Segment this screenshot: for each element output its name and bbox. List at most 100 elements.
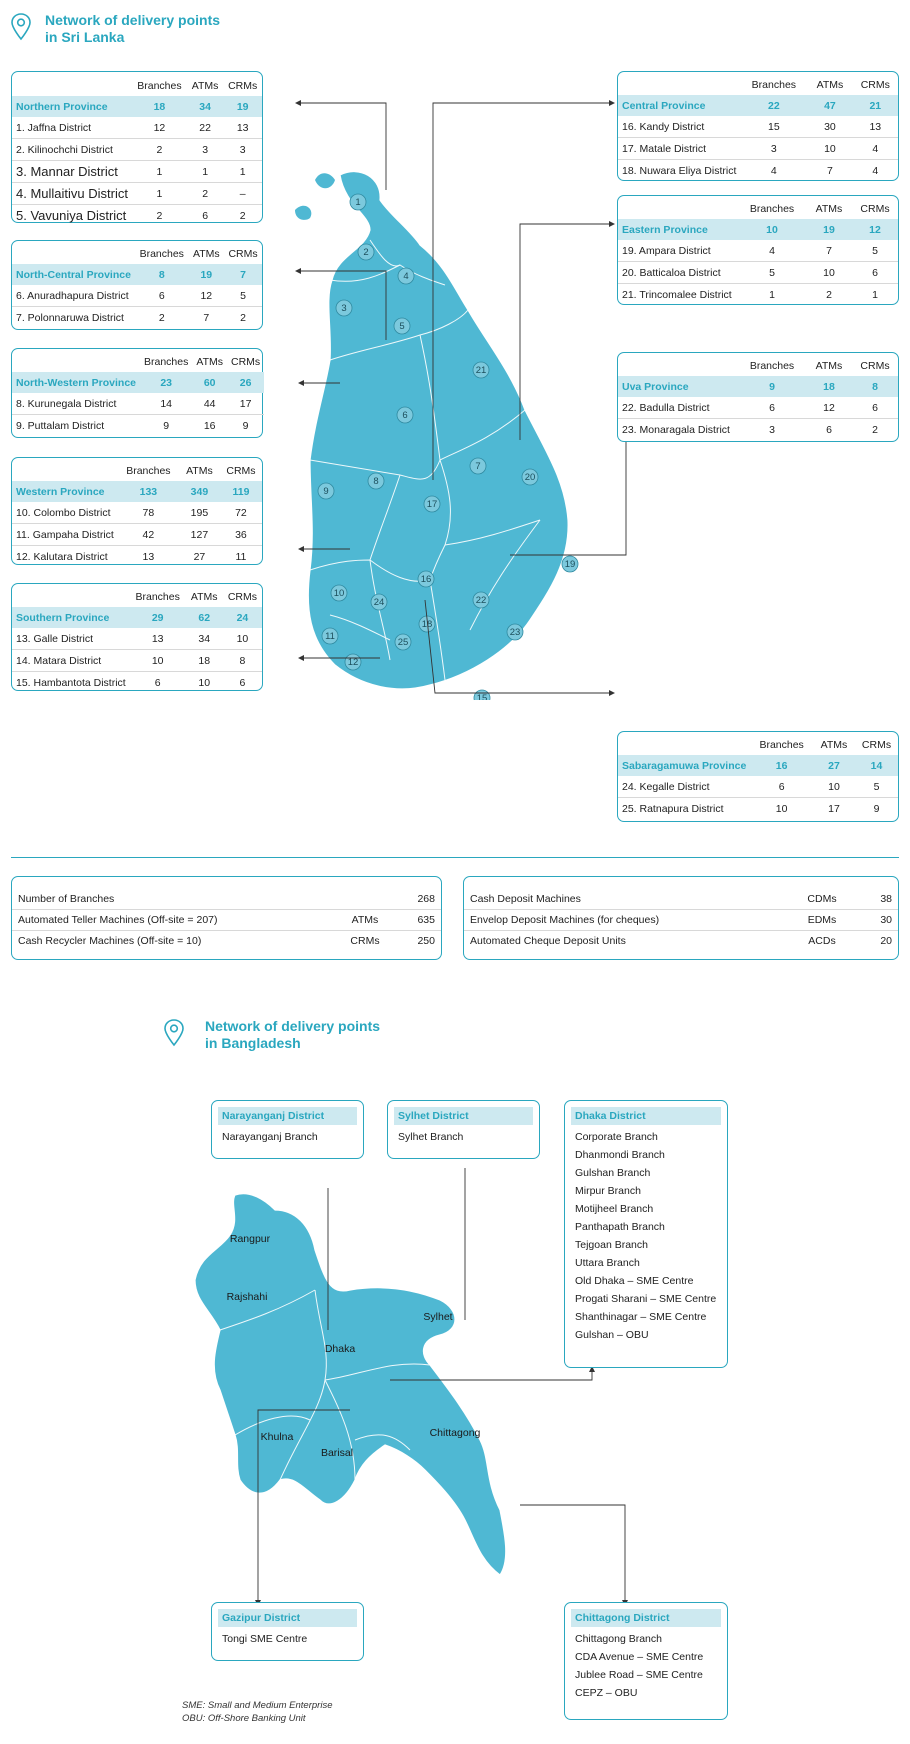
list-item: CEPZ – OBU (575, 1687, 638, 1699)
district-marker-24: 24 (370, 593, 388, 611)
connector-uva (510, 418, 627, 556)
province-box-western: Branches ATMs CRMs Western Province 133 349 1… (11, 457, 263, 565)
summary-row: Automated Teller Machines (Off-site = 20… (12, 910, 441, 931)
table-row: 8. Kurunegala District 14 44 17 (12, 393, 265, 415)
svg-text:18: 18 (422, 619, 433, 630)
arrowhead (298, 546, 304, 552)
region-label-dhaka: Dhaka (325, 1343, 356, 1355)
svg-text:16: 16 (421, 574, 432, 585)
connector-chittagong (520, 1504, 626, 1600)
list-item: Uttara Branch (575, 1257, 640, 1269)
list-item: Corporate Branch (575, 1131, 658, 1143)
table-row: 25. Ratnapura District 10 17 9 (622, 802, 880, 815)
list-item: CDA Avenue – SME Centre (575, 1651, 704, 1663)
district-marker-16: 16 (417, 570, 435, 588)
list-item: Progati Sharani – SME Centre (575, 1293, 717, 1305)
list-item: Chittagong Branch (575, 1633, 662, 1645)
connector-gazipur (257, 1409, 350, 1600)
summary-box-left: Number of Branches 268 Automated Teller M… (11, 876, 442, 960)
list-item: Sylhet Branch (398, 1131, 464, 1143)
connector-sabaragamuwa (424, 599, 609, 694)
svg-text:12: 12 (348, 657, 359, 668)
region-label-chittagong: Chittagong (430, 1427, 481, 1439)
svg-text:20: 20 (525, 472, 536, 483)
region-label-sylhet: Sylhet (423, 1311, 452, 1323)
region-label-barisal: Barisal (321, 1447, 353, 1459)
table-row: 4. Mullaitivu District 1 2– (12, 182, 262, 205)
svg-text:8: 8 (373, 476, 378, 487)
arrowhead (609, 690, 615, 696)
sri-lanka-title: Network of delivery points in Sri Lanka (45, 12, 221, 45)
connector-eastern (519, 223, 609, 440)
province-box-central: Branches ATMs CRMs Central Province 22 47 21 … (617, 71, 899, 181)
region-label-rajshahi: Rajshahi (227, 1291, 268, 1303)
table-row: 9. Puttalam District 9 16 9 (16, 419, 249, 432)
province-box-sabaragamuwa: Branches ATMs CRMs Sabaragamuwa Province 16… (617, 731, 899, 822)
divider (11, 857, 899, 858)
district-marker-18: 18 (418, 615, 436, 633)
arrowhead (295, 100, 301, 106)
connector-central (432, 102, 609, 480)
svg-text:4: 4 (403, 271, 408, 282)
table-row: 10. Colombo District 78 195 72 (12, 502, 262, 524)
list-item: Tejgoan Branch (575, 1239, 648, 1251)
svg-text:11: 11 (325, 631, 335, 642)
arrowhead (609, 100, 615, 106)
list-item: Motijheel Branch (575, 1203, 654, 1215)
region-label-rangpur: Rangpur (230, 1233, 271, 1245)
svg-text:24: 24 (374, 597, 385, 608)
district-marker-11: 11 (321, 627, 339, 645)
district-marker-19: 19 (561, 555, 579, 573)
svg-text:19: 19 (565, 559, 576, 570)
svg-text:5: 5 (399, 321, 404, 332)
region-label-khulna: Khulna (261, 1431, 294, 1443)
division-borders (219, 1289, 431, 1481)
province-box-northwestern: Branches ATMs CRMs North-Western Province 2… (11, 348, 265, 438)
table-row: 22. Badulla District 6 12 6 (618, 397, 898, 419)
table-row: 20. Batticaloa District 5 10 6 (618, 261, 898, 284)
table-row: 3. Mannar District 1 1 1 (12, 160, 262, 183)
table-southern: Branches ATMs CRMs Southern Province 29 62 24… (12, 587, 262, 693)
svg-text:21: 21 (476, 365, 487, 376)
table-row: 23. Monaragala District 3 6 2 (622, 423, 878, 436)
bangladesh-title: Network of delivery points in Bangladesh (205, 1018, 381, 1051)
table-northcentral: Branches ATMs CRMs North-Central Province 8… (12, 244, 262, 328)
table-northern: Branches ATMs CRMs Northern Province 18 34 19… (12, 76, 262, 226)
table-eastern: Branches ATMs CRMs Eastern Province 10 19 12 … (618, 199, 898, 305)
list-item: Gulshan – OBU (575, 1329, 649, 1341)
district-number-markers: 1234567891011121314151617181920212223242… (317, 193, 579, 700)
province-box-southern: Branches ATMs CRMs Southern Province 29 62 24… (11, 583, 263, 691)
box-sylhet: Sylhet District Sylhet Branch (387, 1100, 540, 1159)
location-pin-icon (164, 1019, 184, 1047)
table-western: Branches ATMs CRMs Western Province 133 349 1… (12, 461, 262, 567)
arrowhead (609, 221, 615, 227)
arrowhead (295, 268, 301, 274)
sri-lanka-connectors (295, 100, 627, 696)
province-box-eastern: Branches ATMs CRMs Eastern Province 10 19 12 … (617, 195, 899, 305)
table-row: 1. Jaffna District 12 22 13 (12, 117, 262, 139)
summary-row: Cash Deposit Machines CDMs 38 (464, 889, 898, 910)
kilinochchi-islet (295, 205, 312, 220)
location-pin-icon (11, 13, 31, 41)
table-row: 17. Matale District 3 10 4 (618, 137, 898, 160)
box-chittagong: Chittagong District Chittagong Branch CD… (564, 1602, 728, 1720)
table-row: 18. Nuwara Eliya District 4 7 4 (622, 164, 879, 177)
table-uva: Branches ATMs CRMs Uva Province 9 18 8 22. Ba… (618, 356, 898, 440)
district-marker-7: 7 (469, 457, 487, 475)
district-marker-3: 3 (335, 299, 353, 317)
district-marker-4: 4 (397, 267, 415, 285)
district-marker-23: 23 (506, 623, 524, 641)
list-item: Jublee Road – SME Centre (575, 1669, 703, 1681)
table-row: 6. Anuradhapura District 6 12 5 (12, 285, 262, 307)
district-marker-17: 17 (423, 495, 441, 513)
bangladesh-map: Rangpur Rajshahi Dhaka Sylhet Khulna Barisal C… (194, 1193, 507, 1576)
box-narayanganj: Narayanganj District Narayanganj Branch (211, 1100, 364, 1159)
summary-row: Envelop Deposit Machines (for cheques) ED… (464, 910, 898, 931)
district-borders (309, 239, 541, 681)
summary-row: Automated Cheque Deposit Units ACDs 20 (470, 935, 892, 947)
table-row: 5. Vavuniya District 2 6 2 (16, 208, 246, 223)
district-marker-6: 6 (396, 406, 414, 424)
province-box-northcentral: Branches ATMs CRMs North-Central Province 8… (11, 240, 263, 330)
table-central: Branches ATMs CRMs Central Province 22 47 21 … (618, 75, 898, 181)
bangladesh-connectors (255, 1168, 628, 1606)
